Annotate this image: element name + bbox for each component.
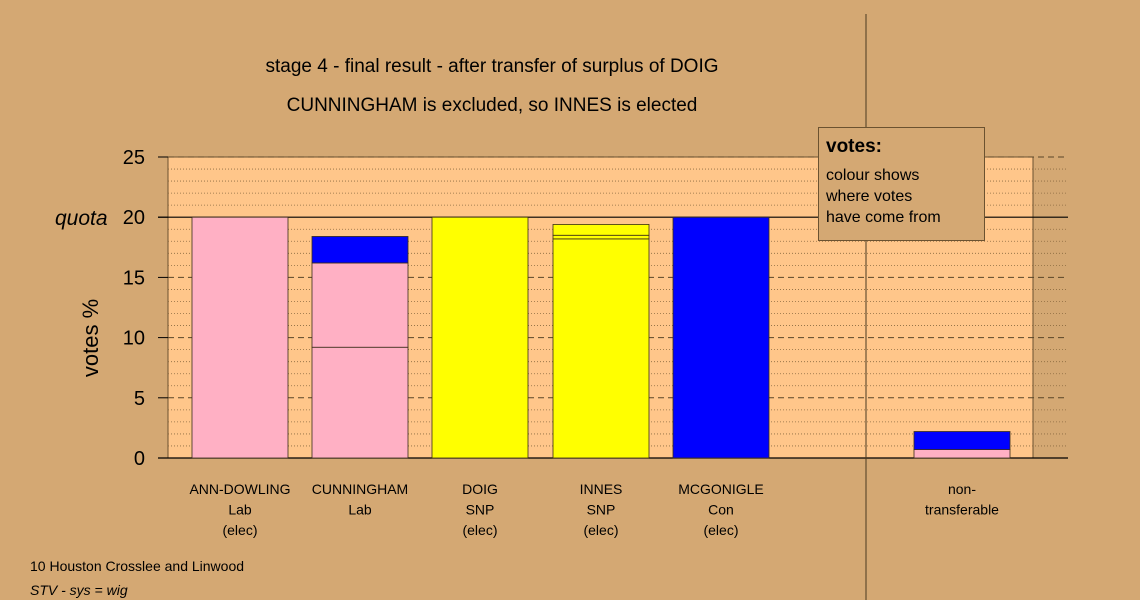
x-tick-label: (elec) [583,522,618,538]
bar-segment [431,216,529,459]
chart-subtitle: CUNNINGHAM is excluded, so INNES is elec… [287,95,698,116]
x-tick-label: SNP [466,502,495,518]
y-axis: 0 5 10 15 20 25 [123,147,168,470]
x-tick-label: SNP [587,502,616,518]
x-tick-label: INNES [580,481,623,497]
x-tick-label: (elec) [703,522,738,538]
bar-segment [191,216,289,459]
bar-segment [913,431,1011,450]
bar-segment [311,346,409,459]
x-tick-label: ANN-DOWLING [189,481,290,497]
x-tick-label: (elec) [462,522,497,538]
legend-box: votes: colour shows where votes have com… [818,127,985,241]
quota-label: quota [55,207,108,230]
x-tick-label: Lab [228,502,252,518]
legend-line: colour shows [826,167,920,184]
bar-segment [552,224,650,236]
y-tick-label: 5 [134,388,145,410]
legend-line: where votes [826,188,913,205]
bar-segment [311,236,409,264]
chart-title: stage 4 - final result - after transfer … [265,56,718,77]
y-tick-label: 20 [123,207,145,229]
system-label: STV - sys = wig [30,582,128,598]
bar-segment [311,262,409,348]
x-tick-label: DOIG [462,481,498,497]
x-tick-label: transferable [925,502,999,518]
bar-segment [913,449,1011,459]
x-axis-labels: ANN-DOWLING Lab (elec) CUNNINGHAM Lab DOIG SNP… [189,481,999,538]
x-tick-label: MCGONIGLE [678,481,764,497]
bar-segment [552,238,650,459]
x-tick-label: Lab [348,502,372,518]
y-tick-label: 25 [123,147,145,169]
x-tick-label: (elec) [222,522,257,538]
x-tick-label: CUNNINGHAM [312,481,408,497]
legend-title: votes: [826,136,882,157]
bar-segment [552,234,650,240]
ward-name: 10 Houston Crosslee and Linwood [30,558,245,574]
bar-segment [672,216,770,459]
x-tick-label: non- [948,481,976,497]
y-tick-label: 0 [134,448,145,470]
legend-line: have come from [826,209,941,226]
y-axis-label: votes % [78,299,103,377]
y-tick-label: 10 [123,328,145,350]
y-tick-label: 15 [123,267,145,289]
x-tick-label: Con [708,502,734,518]
bars [191,216,1011,459]
